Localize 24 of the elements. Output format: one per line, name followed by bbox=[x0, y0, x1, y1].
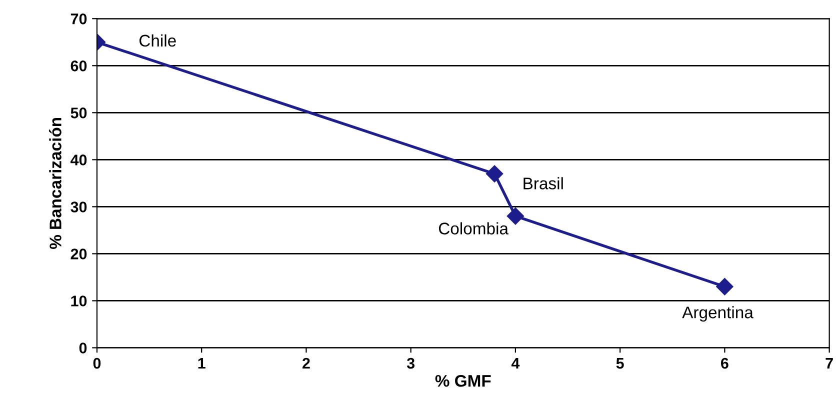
y-tick-label: 0 bbox=[79, 342, 87, 354]
y-tick-label: 40 bbox=[70, 154, 87, 166]
y-tick-label: 50 bbox=[70, 108, 87, 118]
x-tick-label: 3 bbox=[406, 358, 415, 369]
annotation: Colombia bbox=[438, 222, 509, 234]
x-axis-title: % GMF bbox=[435, 374, 491, 387]
x-tick-label: 6 bbox=[721, 358, 728, 369]
y-tick-label: 10 bbox=[71, 296, 87, 306]
y-tick-label: 60 bbox=[70, 60, 87, 72]
y-tick-label: 20 bbox=[70, 248, 87, 260]
point bbox=[486, 165, 504, 182]
y-tick-label: 30 bbox=[70, 202, 87, 212]
annotation: Brasil bbox=[524, 177, 563, 190]
annotation: Chile bbox=[139, 34, 176, 47]
point bbox=[506, 208, 524, 225]
x-tick-label: 2 bbox=[302, 358, 310, 369]
x-tick-label: 0 bbox=[93, 358, 101, 369]
annotation: Argentina bbox=[682, 306, 754, 322]
y-axis-title: % Bancarización bbox=[49, 118, 62, 250]
x-tick-label: 1 bbox=[198, 358, 206, 369]
x-tick-label: 7 bbox=[826, 358, 833, 369]
x-tick-label: 5 bbox=[616, 358, 624, 369]
y-tick-label: 70 bbox=[70, 14, 87, 24]
x-tick-label: 4 bbox=[511, 358, 520, 369]
